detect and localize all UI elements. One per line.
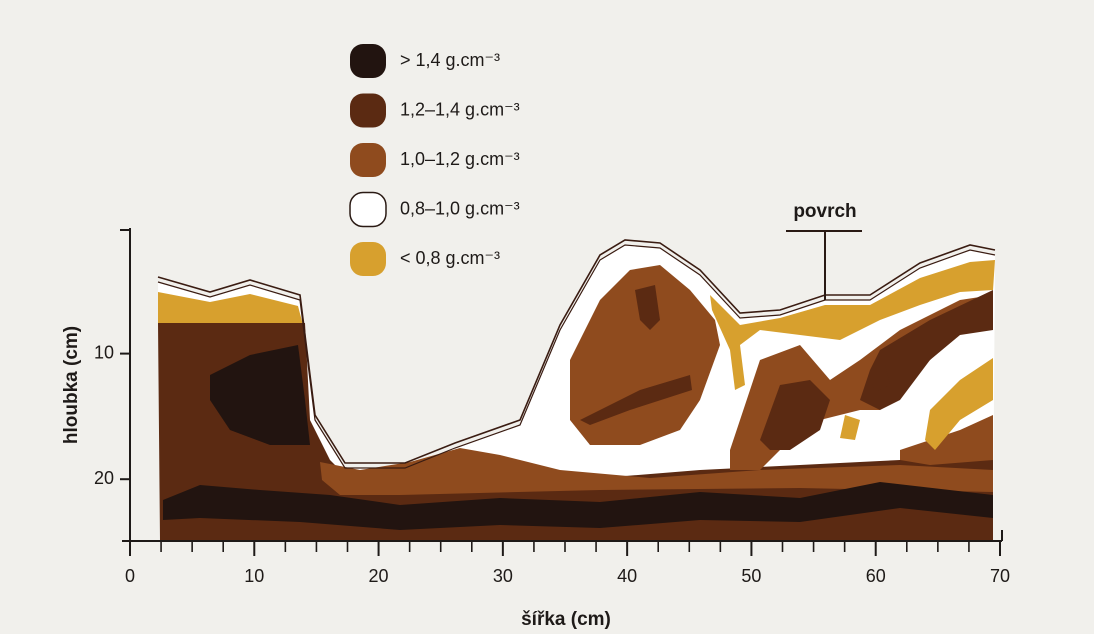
x-tick-label: 60 — [866, 566, 886, 586]
x-tick-label: 20 — [369, 566, 389, 586]
legend-swatch — [350, 193, 386, 227]
legend-label: > 1,4 g.cm⁻³ — [400, 50, 500, 70]
legend-label: 0,8–1,0 g.cm⁻³ — [400, 198, 520, 218]
legend-swatch — [350, 242, 386, 276]
legend-label: 1,2–1,4 g.cm⁻³ — [400, 99, 520, 119]
x-tick-label: 30 — [493, 566, 513, 586]
y-tick-label: 10 — [94, 342, 114, 362]
y-tick-label: 20 — [94, 468, 114, 488]
legend-swatch — [350, 143, 386, 177]
legend-label: < 0,8 g.cm⁻³ — [400, 248, 500, 268]
x-tick-label: 10 — [244, 566, 264, 586]
legend-swatch — [350, 44, 386, 78]
x-axis-label: šířka (cm) — [521, 609, 611, 630]
x-tick-label: 0 — [125, 566, 135, 586]
x-tick-label: 50 — [741, 566, 761, 586]
legend-swatch — [350, 94, 386, 128]
profile-regions — [158, 240, 995, 541]
x-tick-label: 70 — [990, 566, 1010, 586]
legend-label: 1,0–1,2 g.cm⁻³ — [400, 149, 520, 169]
chart: povrch šířka (cm) hloubka (cm) > 1,4 g.c… — [0, 0, 1094, 634]
annotation: povrch — [793, 201, 856, 222]
y-axis-label: hloubka (cm) — [61, 326, 82, 444]
x-tick-label: 40 — [617, 566, 637, 586]
